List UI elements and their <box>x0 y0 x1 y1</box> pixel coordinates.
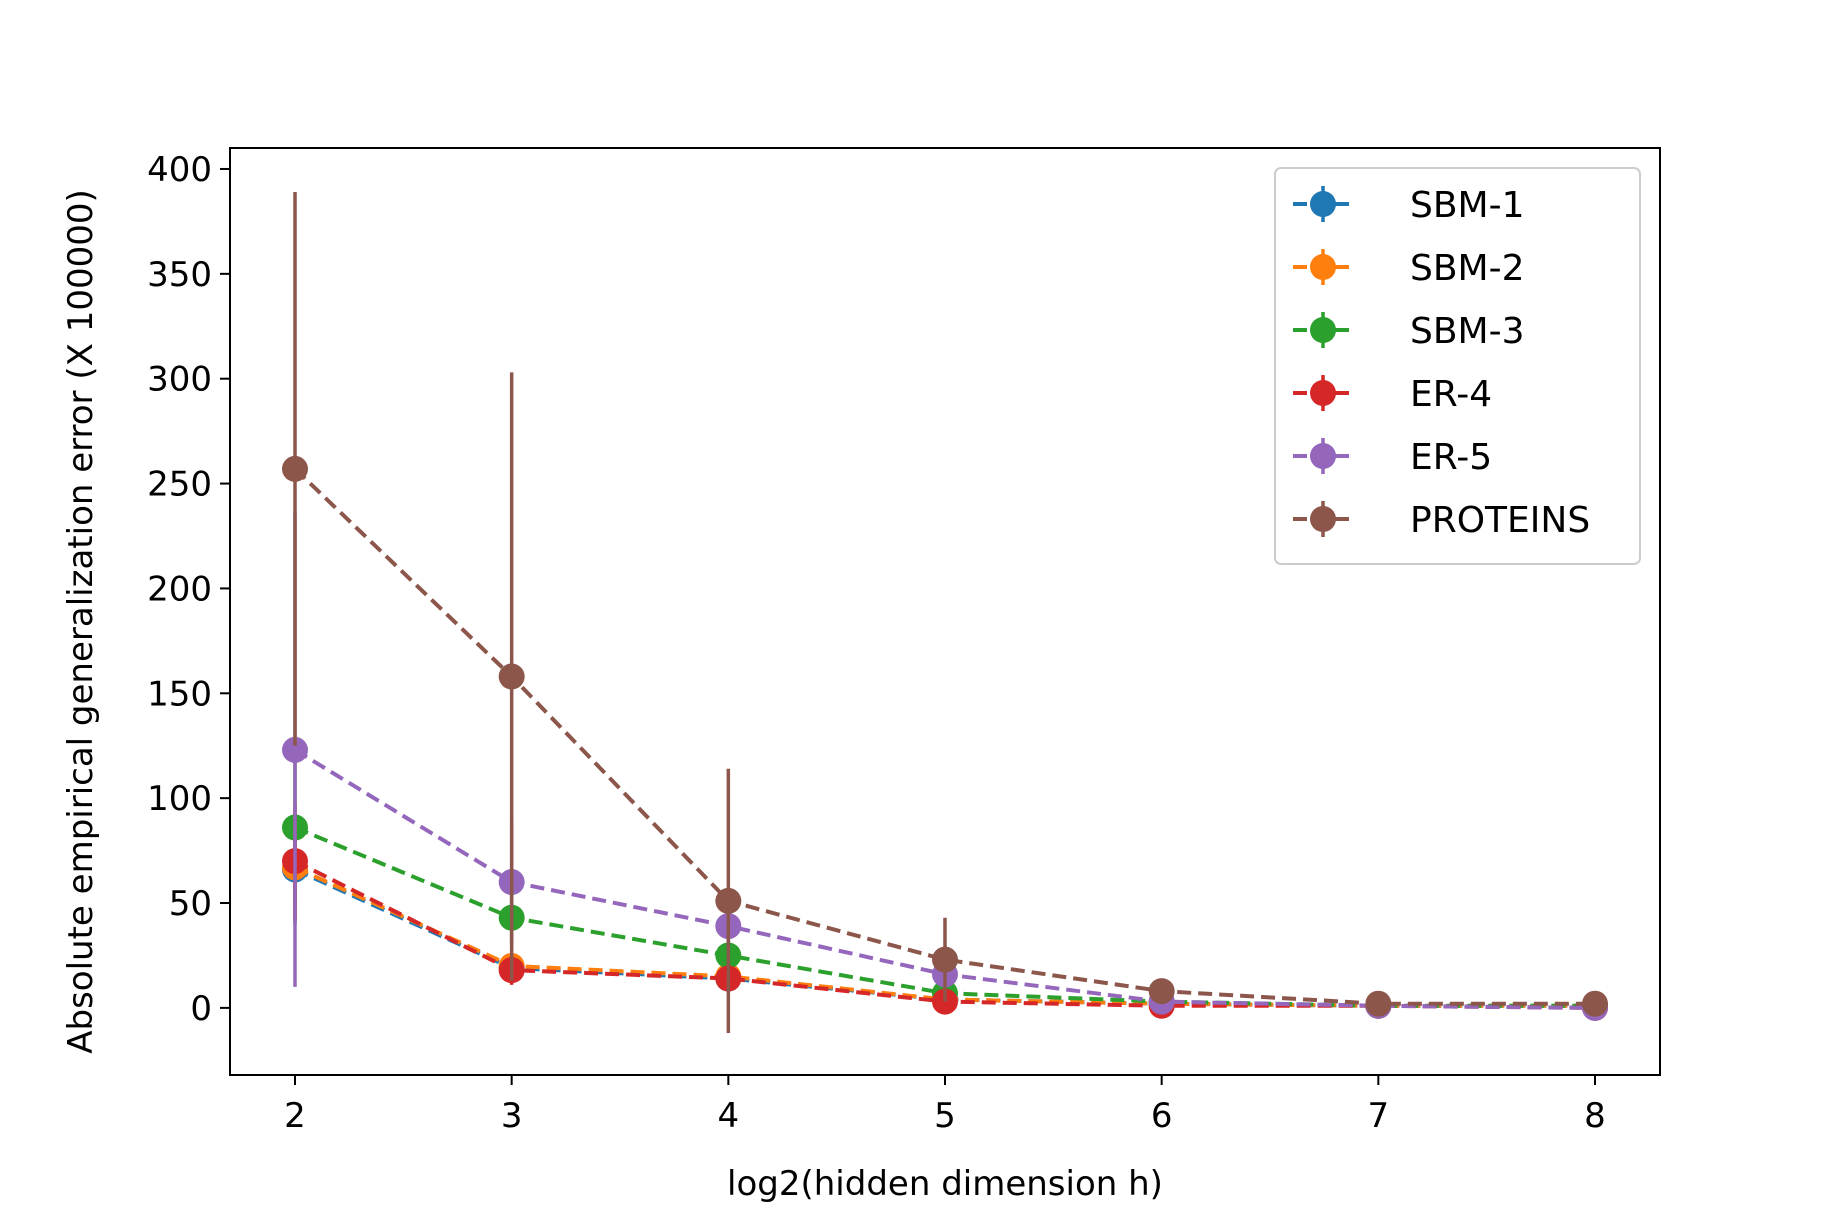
data-point <box>715 887 742 914</box>
plot-layer <box>282 192 1608 1034</box>
legend-label: SBM-1 <box>1410 185 1525 226</box>
y-tick-label: 400 <box>147 150 212 190</box>
data-point <box>498 663 525 690</box>
y-tick-label: 350 <box>147 255 212 295</box>
y-tick-label: 250 <box>147 465 212 505</box>
data-point <box>1148 978 1175 1005</box>
x-tick-label: 5 <box>934 1096 956 1136</box>
legend-marker <box>1310 443 1336 469</box>
x-tick-label: 6 <box>1151 1096 1173 1136</box>
y-tick-label: 300 <box>147 360 212 400</box>
y-tick-label: 150 <box>147 674 212 714</box>
legend-marker <box>1310 254 1336 280</box>
legend-label: ER-5 <box>1410 437 1492 478</box>
data-point <box>1582 990 1608 1017</box>
legend-box <box>1274 167 1641 565</box>
data-point <box>282 455 308 482</box>
y-tick-label: 0 <box>190 989 212 1029</box>
legend-label: SBM-2 <box>1410 248 1525 289</box>
legend-item: SBM-1 <box>1293 185 1525 226</box>
legend-marker <box>1310 317 1336 343</box>
legend-item: SBM-2 <box>1293 248 1525 289</box>
x-tick-label: 2 <box>284 1096 306 1136</box>
legend-marker <box>1310 506 1336 532</box>
y-tick-label: 200 <box>147 569 212 609</box>
legend-item: ER-4 <box>1293 374 1492 415</box>
legend-label: SBM-3 <box>1410 311 1525 352</box>
legend-label: PROTEINS <box>1410 500 1590 541</box>
y-tick-label: 50 <box>169 884 212 924</box>
x-tick-label: 3 <box>501 1096 523 1136</box>
x-axis-title: log2(hidden dimension h) <box>727 1164 1163 1204</box>
data-point <box>282 736 308 763</box>
axis-layer: 2 3 4 5 6 7 8 0 50 100 150 200 250 300 350 400 <box>147 150 1606 1136</box>
x-tick-label: 8 <box>1584 1096 1606 1136</box>
legend-marker <box>1310 191 1336 217</box>
legend-label: ER-4 <box>1410 374 1492 415</box>
y-axis-title: Absolute empirical generalization error … <box>61 189 101 1054</box>
legend-item: PROTEINS <box>1293 500 1590 541</box>
data-point <box>1365 990 1392 1017</box>
series-proteins <box>282 192 1608 1034</box>
x-tick-label: 4 <box>718 1096 740 1136</box>
y-tick-label: 100 <box>147 779 212 819</box>
legend-item: ER-5 <box>1293 437 1492 478</box>
legend-item: SBM-3 <box>1293 311 1525 352</box>
data-point <box>932 946 958 973</box>
legend-marker <box>1310 380 1336 406</box>
legend: SBM-1 SBM-2 SBM-3 ER-4 ER-5 PROTEINS <box>1274 167 1641 565</box>
x-tick-label: 7 <box>1368 1096 1390 1136</box>
